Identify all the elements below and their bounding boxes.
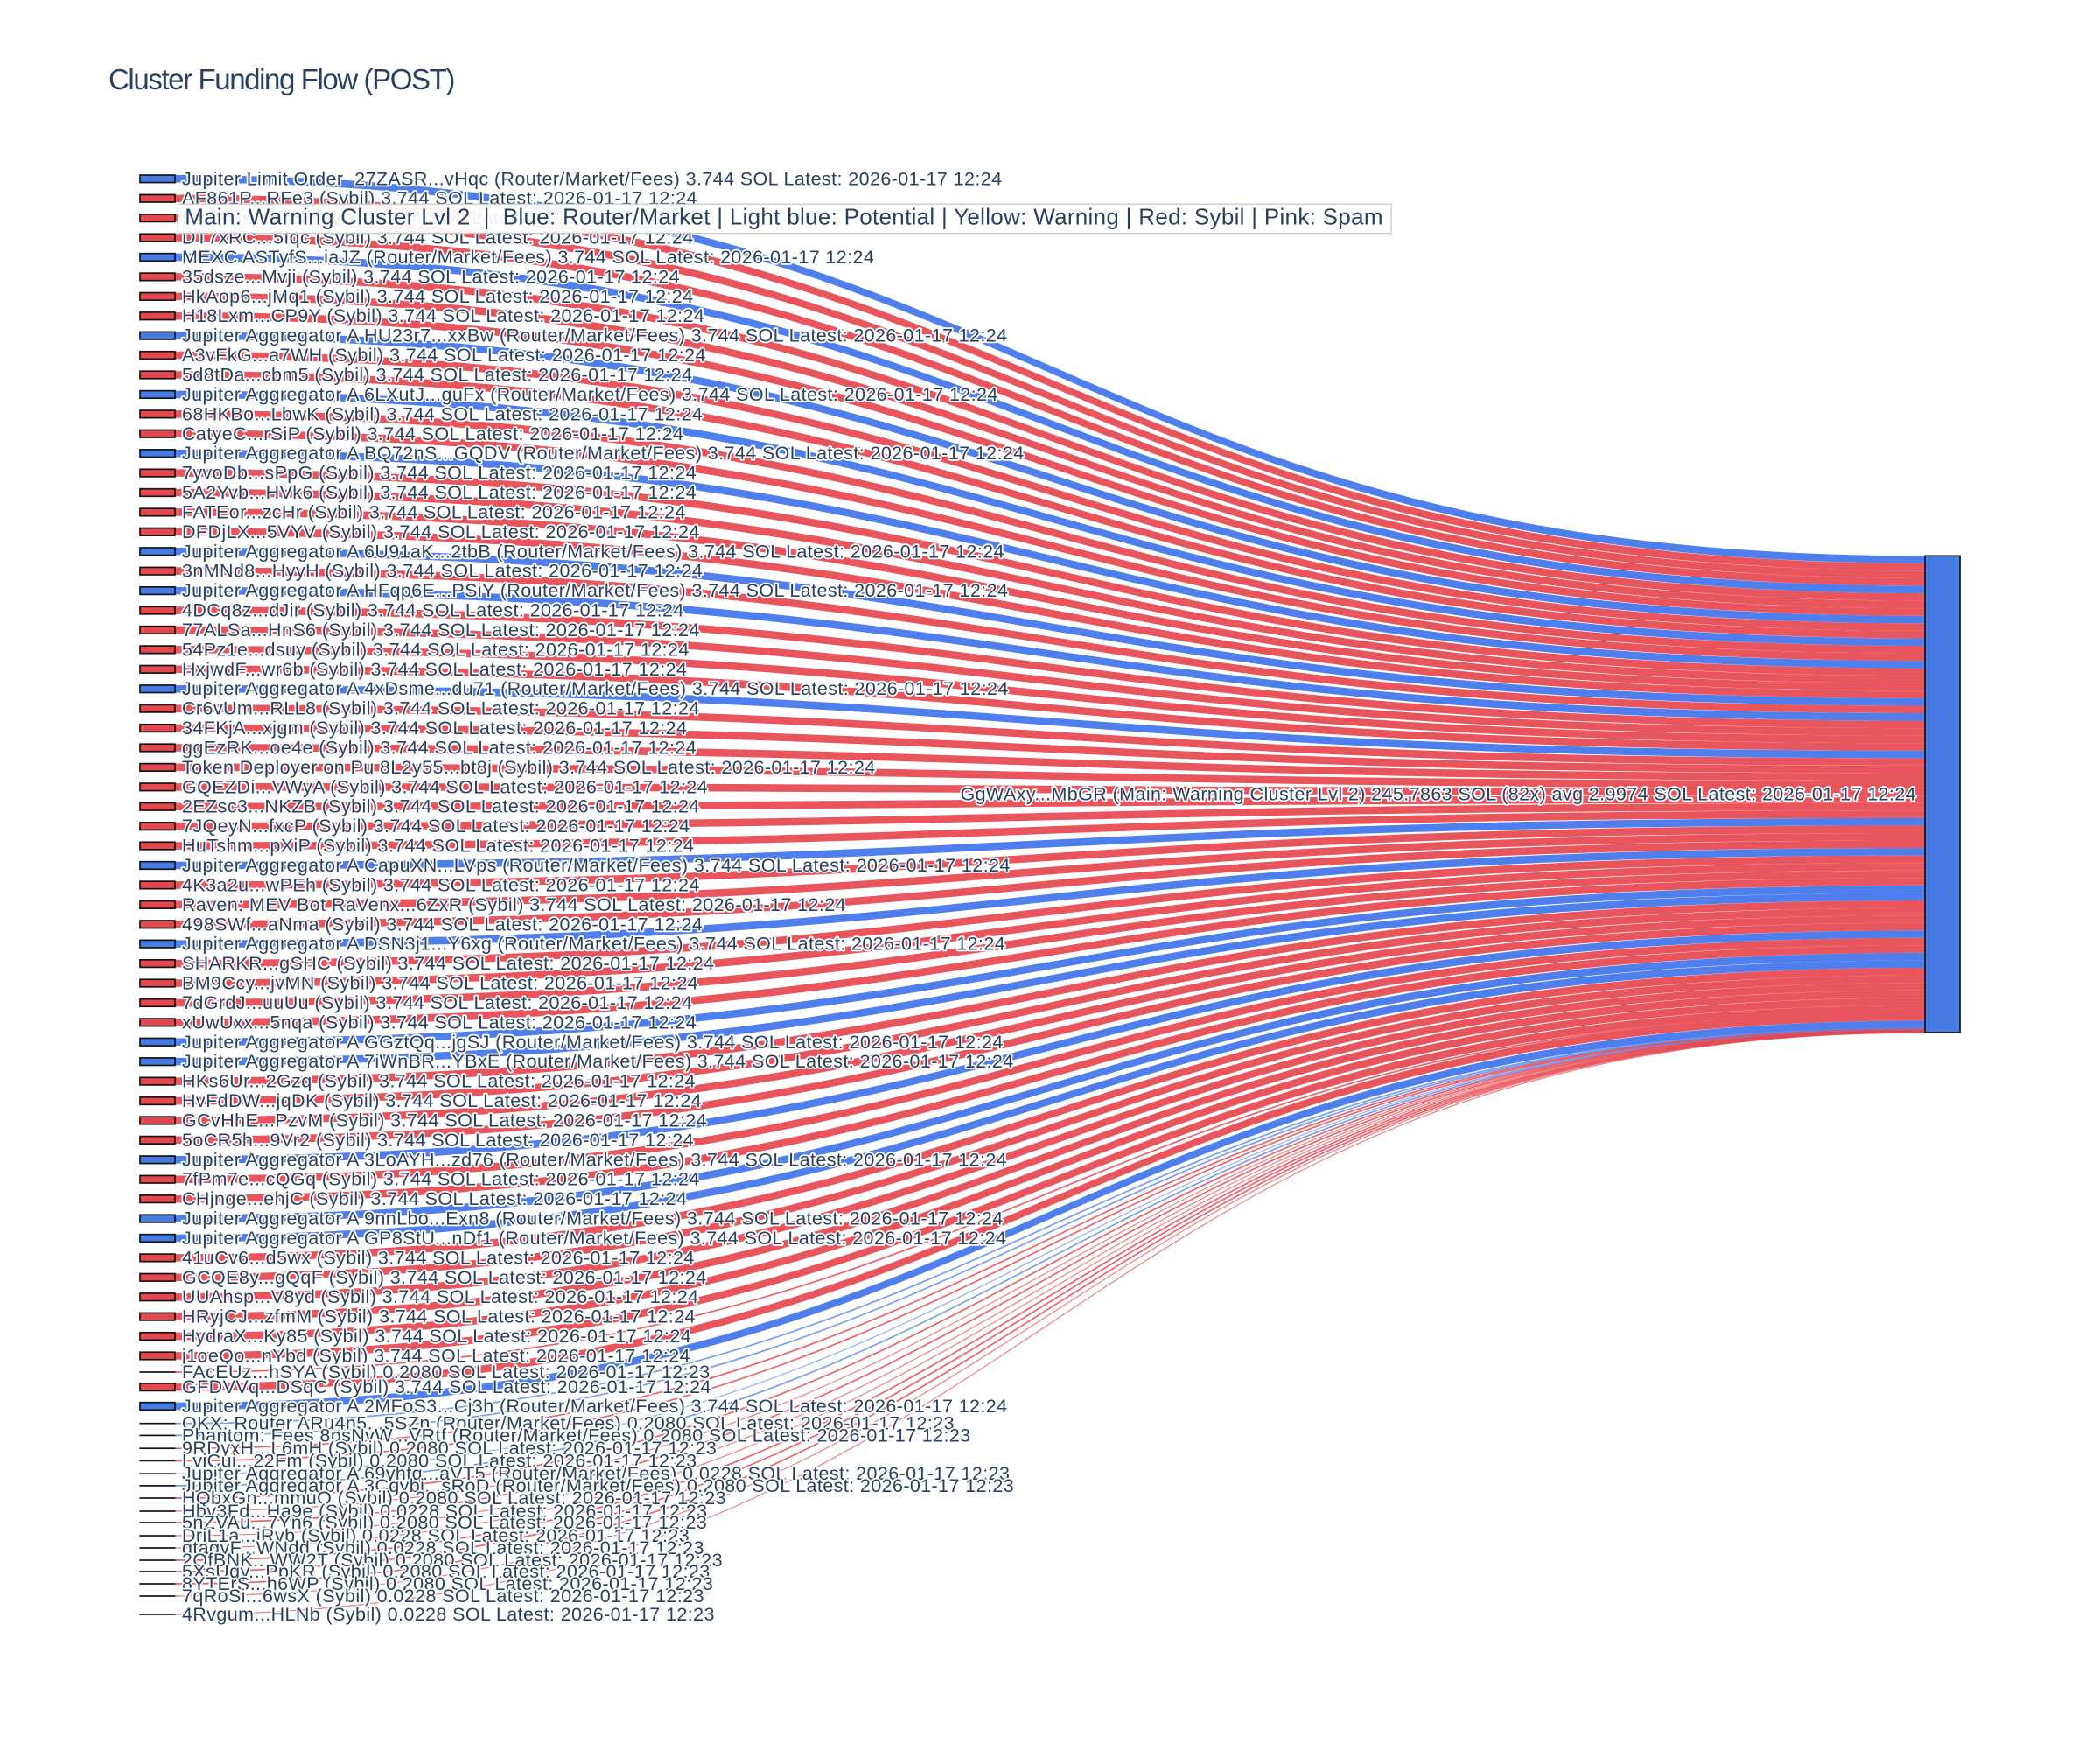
svg-text:GFDVVq...DSqC (Sybil) 3.744 SO: GFDVVq...DSqC (Sybil) 3.744 SOL Latest: … xyxy=(182,1376,711,1397)
svg-text:HuTshm...pXiP (Sybil) 3.744 SO: HuTshm...pXiP (Sybil) 3.744 SOL Latest: … xyxy=(182,836,694,857)
svg-text:77ALSa...HnS6 (Sybil) 3.744 SO: 77ALSa...HnS6 (Sybil) 3.744 SOL Latest: … xyxy=(182,620,700,640)
svg-text:Jupiter Aggregator A BQ72nS...: Jupiter Aggregator A BQ72nS...GQDV (Rout… xyxy=(182,443,1025,464)
svg-text:GgWAxy...MbGR (Main: Warning C: GgWAxy...MbGR (Main: Warning Cluster Lvl… xyxy=(961,784,1916,805)
svg-text:LviCui...22Fm (Sybil) 0.2080 S: LviCui...22Fm (Sybil) 0.2080 SOL Latest:… xyxy=(182,1450,697,1471)
svg-text:GQEZDi...VWyA (Sybil) 3.744 SO: GQEZDi...VWyA (Sybil) 3.744 SOL Latest: … xyxy=(182,776,708,797)
svg-text:GCQE8y...gQqF (Sybil) 3.744 SO: GCQE8y...gQqF (Sybil) 3.744 SOL Latest: … xyxy=(182,1267,707,1288)
svg-text:498SWf...aNma (Sybil) 3.744 SO: 498SWf...aNma (Sybil) 3.744 SOL Latest: … xyxy=(182,914,703,934)
svg-text:Jupiter Aggregator A 69yhtq...: Jupiter Aggregator A 69yhtq...aVT5 (Rout… xyxy=(182,1463,1010,1484)
svg-text:5d8tDa...cbm5 (Sybil) 3.744 SO: 5d8tDa...cbm5 (Sybil) 3.744 SOL Latest: … xyxy=(182,365,692,386)
svg-text:7qRoSi...6wsX (Sybil) 0.0228 S: 7qRoSi...6wsX (Sybil) 0.0228 SOL Latest:… xyxy=(182,1586,704,1606)
svg-text:34FKjA...xjgm (Sybil) 3.744 SO: 34FKjA...xjgm (Sybil) 3.744 SOL Latest: … xyxy=(182,718,687,738)
svg-text:7dGrdJ...uuUu (Sybil) 3.744 SO: 7dGrdJ...uuUu (Sybil) 3.744 SOL Latest: … xyxy=(182,992,692,1013)
svg-text:2EZsc3...NKZB (Sybil) 3.744 SO: 2EZsc3...NKZB (Sybil) 3.744 SOL Latest: … xyxy=(182,796,700,817)
svg-text:Jupiter Aggregator A 6U91aK...: Jupiter Aggregator A 6U91aK...2tbB (Rout… xyxy=(182,541,1004,562)
svg-text:j1oeQo...nYbd (Sybil) 3.744 SO: j1oeQo...nYbd (Sybil) 3.744 SOL Latest: … xyxy=(181,1346,690,1367)
svg-text:Jupiter Aggregator A 9nnLbo...: Jupiter Aggregator A 9nnLbo...Exn8 (Rout… xyxy=(182,1208,1004,1229)
svg-text:ggEzRK...oe4e (Sybil) 3.744 SO: ggEzRK...oe4e (Sybil) 3.744 SOL Latest: … xyxy=(182,737,696,758)
svg-text:Jupiter Aggregator A 6LXutJ...: Jupiter Aggregator A 6LXutJ...guFx (Rout… xyxy=(182,384,998,405)
svg-text:Jupiter Limit Order 27ZASR...: Jupiter Limit Order 27ZASR...vHqc (Route… xyxy=(182,168,1002,189)
svg-text:5A2Yvb...HVk6 (Sybil) 3.744 SO: 5A2Yvb...HVk6 (Sybil) 3.744 SOL Latest: … xyxy=(182,482,696,503)
svg-text:SHARKR...gSHC (Sybil) 3.744 SO: SHARKR...gSHC (Sybil) 3.744 SOL Latest: … xyxy=(182,953,714,974)
svg-text:7yvoDb...sPpG (Sybil) 3.744 SO: 7yvoDb...sPpG (Sybil) 3.744 SOL Latest: … xyxy=(182,463,696,484)
svg-text:HxjwdF...wr6b (Sybil) 3.744 SO: HxjwdF...wr6b (Sybil) 3.744 SOL Latest: … xyxy=(182,659,687,680)
svg-text:Phantom: Fees 8psNvW...VRtf (R: Phantom: Fees 8psNvW...VRtf (Router/Mark… xyxy=(182,1424,971,1446)
svg-text:7JQeyN...fxcP (Sybil) 3.744 SO: 7JQeyN...fxcP (Sybil) 3.744 SOL Latest: … xyxy=(182,816,690,836)
svg-text:Jupiter Aggregator A 4xDsme...: Jupiter Aggregator A 4xDsme...du71 (Rout… xyxy=(182,678,1009,699)
svg-text:Cluster Funding Flow (POST): Cluster Funding Flow (POST) xyxy=(108,63,454,95)
svg-text:Jupiter Aggregator A 2MFoS3...: Jupiter Aggregator A 2MFoS3...Cj3h (Rout… xyxy=(182,1396,1008,1417)
svg-text:2QfBNK...WW2T (Sybil) 0.2080 S: 2QfBNK...WW2T (Sybil) 0.2080 SOL Latest:… xyxy=(182,1550,723,1571)
svg-text:4DCq8z...dJir (Sybil) 3.744 SO: 4DCq8z...dJir (Sybil) 3.744 SOL Latest: … xyxy=(182,600,684,621)
svg-text:Jupiter Aggregator A 3Cgybi...: Jupiter Aggregator A 3Cgybi...sRoD (Rout… xyxy=(182,1475,1014,1496)
svg-text:Jupiter Aggregator A HU23r7...: Jupiter Aggregator A HU23r7...xxBw (Rout… xyxy=(182,326,1007,346)
svg-text:FAcEUz...hSYA (Sybil) 0.2080 S: FAcEUz...hSYA (Sybil) 0.2080 SOL Latest:… xyxy=(182,1362,710,1382)
svg-text:Token Deployer on Pu 8L2y55...: Token Deployer on Pu 8L2y55...bt8j (Sybi… xyxy=(182,757,876,778)
svg-text:H18Lxm...CP9Y (Sybil) 3.744 SO: H18Lxm...CP9Y (Sybil) 3.744 SOL Latest: … xyxy=(182,305,704,326)
svg-text:CHjnge...ehjC (Sybil) 3.744 SO: CHjnge...ehjC (Sybil) 3.744 SOL Latest: … xyxy=(182,1188,687,1209)
svg-text:qtagvF...WNdd (Sybil) 0.0228 S: qtagvF...WNdd (Sybil) 0.0228 SOL Latest:… xyxy=(182,1537,704,1558)
svg-text:HydraX...Ky85 (Sybil) 3.744 SO: HydraX...Ky85 (Sybil) 3.744 SOL Latest: … xyxy=(182,1326,691,1347)
svg-text:xUwUxx...5nqa (Sybil) 3.744 SO: xUwUxx...5nqa (Sybil) 3.744 SOL Latest: … xyxy=(182,1012,696,1032)
svg-text:Raven: MEV Bot RaVenx...6ZxR (: Raven: MEV Bot RaVenx...6ZxR (Sybil) 3.7… xyxy=(182,894,846,915)
svg-text:7fPm7e...cQGq (Sybil) 3.744 SO: 7fPm7e...cQGq (Sybil) 3.744 SOL Latest: … xyxy=(182,1169,700,1190)
svg-text:GCvHhE...PzvM (Sybil) 3.744 SO: GCvHhE...PzvM (Sybil) 3.744 SOL Latest: … xyxy=(182,1110,707,1130)
svg-text:OKX: Router ARu4n5...5SZn (Rou: OKX: Router ARu4n5...5SZn (Router/Market… xyxy=(182,1413,955,1434)
svg-text:Hbv3Fd...Ha9e (Sybil) 0.0228 S: Hbv3Fd...Ha9e (Sybil) 0.0228 SOL Latest:… xyxy=(182,1501,707,1522)
svg-text:HkAop6...jMq1 (Sybil) 3.744 SO: HkAop6...jMq1 (Sybil) 3.744 SOL Latest: … xyxy=(182,286,694,307)
svg-text:A3vFkG...a7WH (Sybil) 3.744 SO: A3vFkG...a7WH (Sybil) 3.744 SOL Latest: … xyxy=(182,345,706,366)
svg-text:Jupiter Aggregator A GGztQq...: Jupiter Aggregator A GGztQq...jgSJ (Rout… xyxy=(182,1032,1004,1053)
svg-text:8YTErS...h6WP (Sybil) 0.2080 S: 8YTErS...h6WP (Sybil) 0.2080 SOL Latest:… xyxy=(182,1573,713,1594)
svg-text:5XsUqy...PpKR (Sybil) 0.2080 S: 5XsUqy...PpKR (Sybil) 0.2080 SOL Latest:… xyxy=(182,1561,710,1582)
svg-text:5oCR5h...9Vr2 (Sybil) 3.744 SO: 5oCR5h...9Vr2 (Sybil) 3.744 SOL Latest: … xyxy=(182,1130,694,1151)
svg-text:68HKBo...LbwK (Sybil) 3.744 SO: 68HKBo...LbwK (Sybil) 3.744 SOL Latest: … xyxy=(182,403,703,424)
svg-text:Jupiter Aggregator A HFqp6E...: Jupiter Aggregator A HFqp6E...PSiY (Rout… xyxy=(182,580,1008,601)
svg-text:Jupiter Aggregator A CapuXN...: Jupiter Aggregator A CapuXN...LVps (Rout… xyxy=(182,855,1011,876)
svg-text:MEXC ASTyfS...iaJZ (Router/Mar: MEXC ASTyfS...iaJZ (Router/Market/Fees) … xyxy=(182,247,874,268)
svg-text:3nMNd8...HyyH (Sybil) 3.744 SO: 3nMNd8...HyyH (Sybil) 3.744 SOL Latest: … xyxy=(182,561,703,582)
svg-text:41uCv6...d5wx (Sybil) 3.744 SO: 41uCv6...d5wx (Sybil) 3.744 SOL Latest: … xyxy=(182,1247,695,1268)
svg-text:UUAhsp...V8yd (Sybil) 3.744 SO: UUAhsp...V8yd (Sybil) 3.744 SOL Latest: … xyxy=(182,1286,699,1307)
svg-text:Jupiter Aggregator A GP8StU...: Jupiter Aggregator A GP8StU...nDf1 (Rout… xyxy=(182,1228,1006,1249)
svg-text:Jupiter Aggregator A 3LoAYH...: Jupiter Aggregator A 3LoAYH...zd76 (Rout… xyxy=(182,1149,1007,1170)
svg-text:Jupiter Aggregator A 7iWnBR...: Jupiter Aggregator A 7iWnBR...YBxE (Rout… xyxy=(182,1051,1014,1072)
svg-text:Main: Warning Cluster Lvl 2 |: Main: Warning Cluster Lvl 2 | Blue: Rout… xyxy=(185,204,1383,230)
svg-text:BM9Ccy...jvMN (Sybil) 3.744 SO: BM9Ccy...jvMN (Sybil) 3.744 SOL Latest: … xyxy=(182,973,698,994)
svg-text:4K3a2u...wPEh (Sybil) 3.744 SO: 4K3a2u...wPEh (Sybil) 3.744 SOL Latest: … xyxy=(182,874,700,895)
svg-text:DFDjLX...5VYV (Sybil) 3.744 SO: DFDjLX...5VYV (Sybil) 3.744 SOL Latest: … xyxy=(182,522,700,542)
svg-text:Jupiter Aggregator A DSN3j1...: Jupiter Aggregator A DSN3j1...Y6xg (Rout… xyxy=(182,934,1005,955)
svg-text:HRyjCJ...zfmM (Sybil) 3.744 SO: HRyjCJ...zfmM (Sybil) 3.744 SOL Latest: … xyxy=(182,1306,696,1327)
svg-text:9RDyxH...L6mH (Sybil) 0.2080 S: 9RDyxH...L6mH (Sybil) 0.2080 SOL Latest:… xyxy=(182,1438,717,1459)
svg-text:CatyeC...rSiP (Sybil) 3.744 SO: CatyeC...rSiP (Sybil) 3.744 SOL Latest: … xyxy=(182,424,683,444)
svg-text:HKs6Ur...2Gzq (Sybil) 3.744 SO: HKs6Ur...2Gzq (Sybil) 3.744 SOL Latest: … xyxy=(182,1071,696,1092)
svg-text:DriL1a...jRvb (Sybil) 0.0228 S: DriL1a...jRvb (Sybil) 0.0228 SOL Latest:… xyxy=(182,1525,690,1546)
svg-text:HQbxGn...mmuO (Sybil) 0.2080 S: HQbxGn...mmuO (Sybil) 0.2080 SOL Latest:… xyxy=(182,1488,726,1508)
svg-text:35dsze...Mvji (Sybil) 3.744 SO: 35dsze...Mvji (Sybil) 3.744 SOL Latest: … xyxy=(182,266,680,287)
svg-text:HvFdDW...jqDK (Sybil) 3.744 SO: HvFdDW...jqDK (Sybil) 3.744 SOL Latest: … xyxy=(182,1090,702,1111)
svg-text:5nZVAu...7Yn6 (Sybil) 0.2080 S: 5nZVAu...7Yn6 (Sybil) 0.2080 SOL Latest:… xyxy=(182,1512,707,1533)
svg-text:54Pz1e...dsuy (Sybil) 3.744 SO: 54Pz1e...dsuy (Sybil) 3.744 SOL Latest: … xyxy=(182,639,690,660)
svg-text:Cr6vUm...RLL8 (Sybil) 3.744 SO: Cr6vUm...RLL8 (Sybil) 3.744 SOL Latest: … xyxy=(182,698,700,719)
svg-text:4Rvgum...HLNb (Sybil) 0.0228 S: 4Rvgum...HLNb (Sybil) 0.0228 SOL Latest:… xyxy=(182,1604,715,1625)
svg-text:FATEor...zcHr (Sybil) 3.744 SO: FATEor...zcHr (Sybil) 3.744 SOL Latest: … xyxy=(182,501,686,522)
